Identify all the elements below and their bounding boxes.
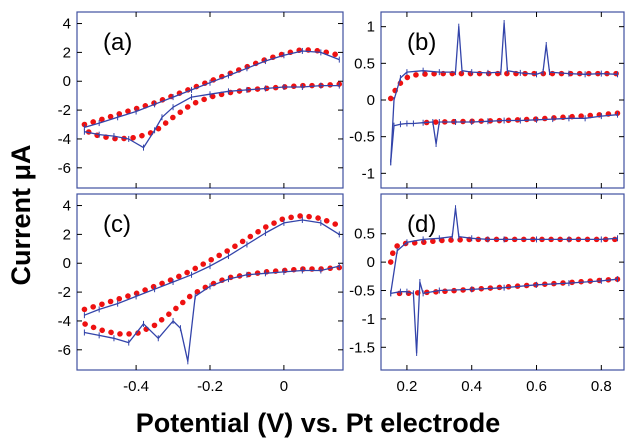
y-tick-label: 4 — [63, 198, 71, 215]
x-axis-label: Potential (V) vs. Pt electrode — [136, 408, 501, 438]
x-tick-label: -0.4 — [123, 378, 149, 395]
y-tick-label: 2 — [63, 44, 71, 61]
y-tick-label: 0.5 — [354, 55, 375, 72]
y-tick-label: -0.5 — [349, 283, 375, 300]
panel-1: 1 0.5 0 -0.5 -1 (b) — [349, 11, 625, 189]
measured-series-1 — [84, 265, 340, 362]
plot-area — [387, 20, 621, 166]
y-tick-label: 0 — [367, 92, 375, 109]
measured-series-1 — [390, 278, 618, 354]
fit-series-3 — [81, 81, 343, 142]
y-tick-label: 1 — [367, 19, 375, 36]
y-tick-label: 0 — [63, 255, 71, 272]
fit-series-2 — [387, 70, 621, 102]
measured-series-1 — [390, 114, 618, 163]
x-tick-label: 0.6 — [526, 378, 547, 395]
y-tick-label: 2 — [63, 226, 71, 243]
y-tick-label: 4 — [63, 16, 71, 33]
y-tick-label: -6 — [58, 342, 71, 359]
y-tick-label: -1 — [362, 311, 375, 328]
y-tick-label: -0.5 — [349, 129, 375, 146]
fit-series-3 — [81, 264, 343, 337]
plot-area — [81, 212, 343, 365]
panel-frame — [380, 193, 625, 371]
y-tick-label: 0.5 — [354, 226, 375, 243]
panel-label: (c) — [103, 211, 131, 238]
y-axis-label: Current μA — [6, 144, 36, 285]
y-tick-label: -1 — [362, 165, 375, 182]
panel-3: 0.5 0 -0.5 -1 -1.5 0.2 0.4 0.6 0.8 (d) — [349, 193, 625, 395]
panel-2: 4 2 0 -2 -4 -6 -0.4 -0.2 0 (c) — [58, 193, 344, 395]
panels: 4 2 0 -2 -4 -6 (a) 1 0.5 0 -0.5 -1 (b) 4 2 0 -2 -4 -6 -0.4 -… — [58, 11, 625, 395]
x-tick-label: 0.4 — [461, 378, 482, 395]
y-tick-label: -6 — [58, 160, 71, 177]
x-tick-label: 0.8 — [591, 378, 612, 395]
panel-label: (b) — [407, 29, 436, 56]
panel-0: 4 2 0 -2 -4 -6 (a) — [58, 11, 344, 189]
panel-label: (d) — [407, 211, 436, 238]
panel-label: (a) — [103, 29, 132, 56]
measured-series-0 — [84, 50, 340, 129]
y-tick-label: -2 — [58, 102, 71, 119]
x-tick-label: -0.2 — [197, 378, 223, 395]
y-tick-label: -4 — [58, 131, 71, 148]
y-tick-label: -2 — [58, 284, 71, 301]
plot-area — [81, 46, 343, 151]
y-tick-label: -1.5 — [349, 339, 375, 356]
y-tick-label: 0 — [63, 73, 71, 90]
fit-series-2 — [387, 236, 621, 265]
x-tick-label: 0 — [280, 378, 288, 395]
y-tick-label: -4 — [58, 313, 71, 330]
fit-series-2 — [81, 212, 343, 313]
y-tick-label: 0 — [367, 254, 375, 271]
plot-area — [387, 205, 621, 356]
x-tick-label: 0.2 — [396, 378, 417, 395]
